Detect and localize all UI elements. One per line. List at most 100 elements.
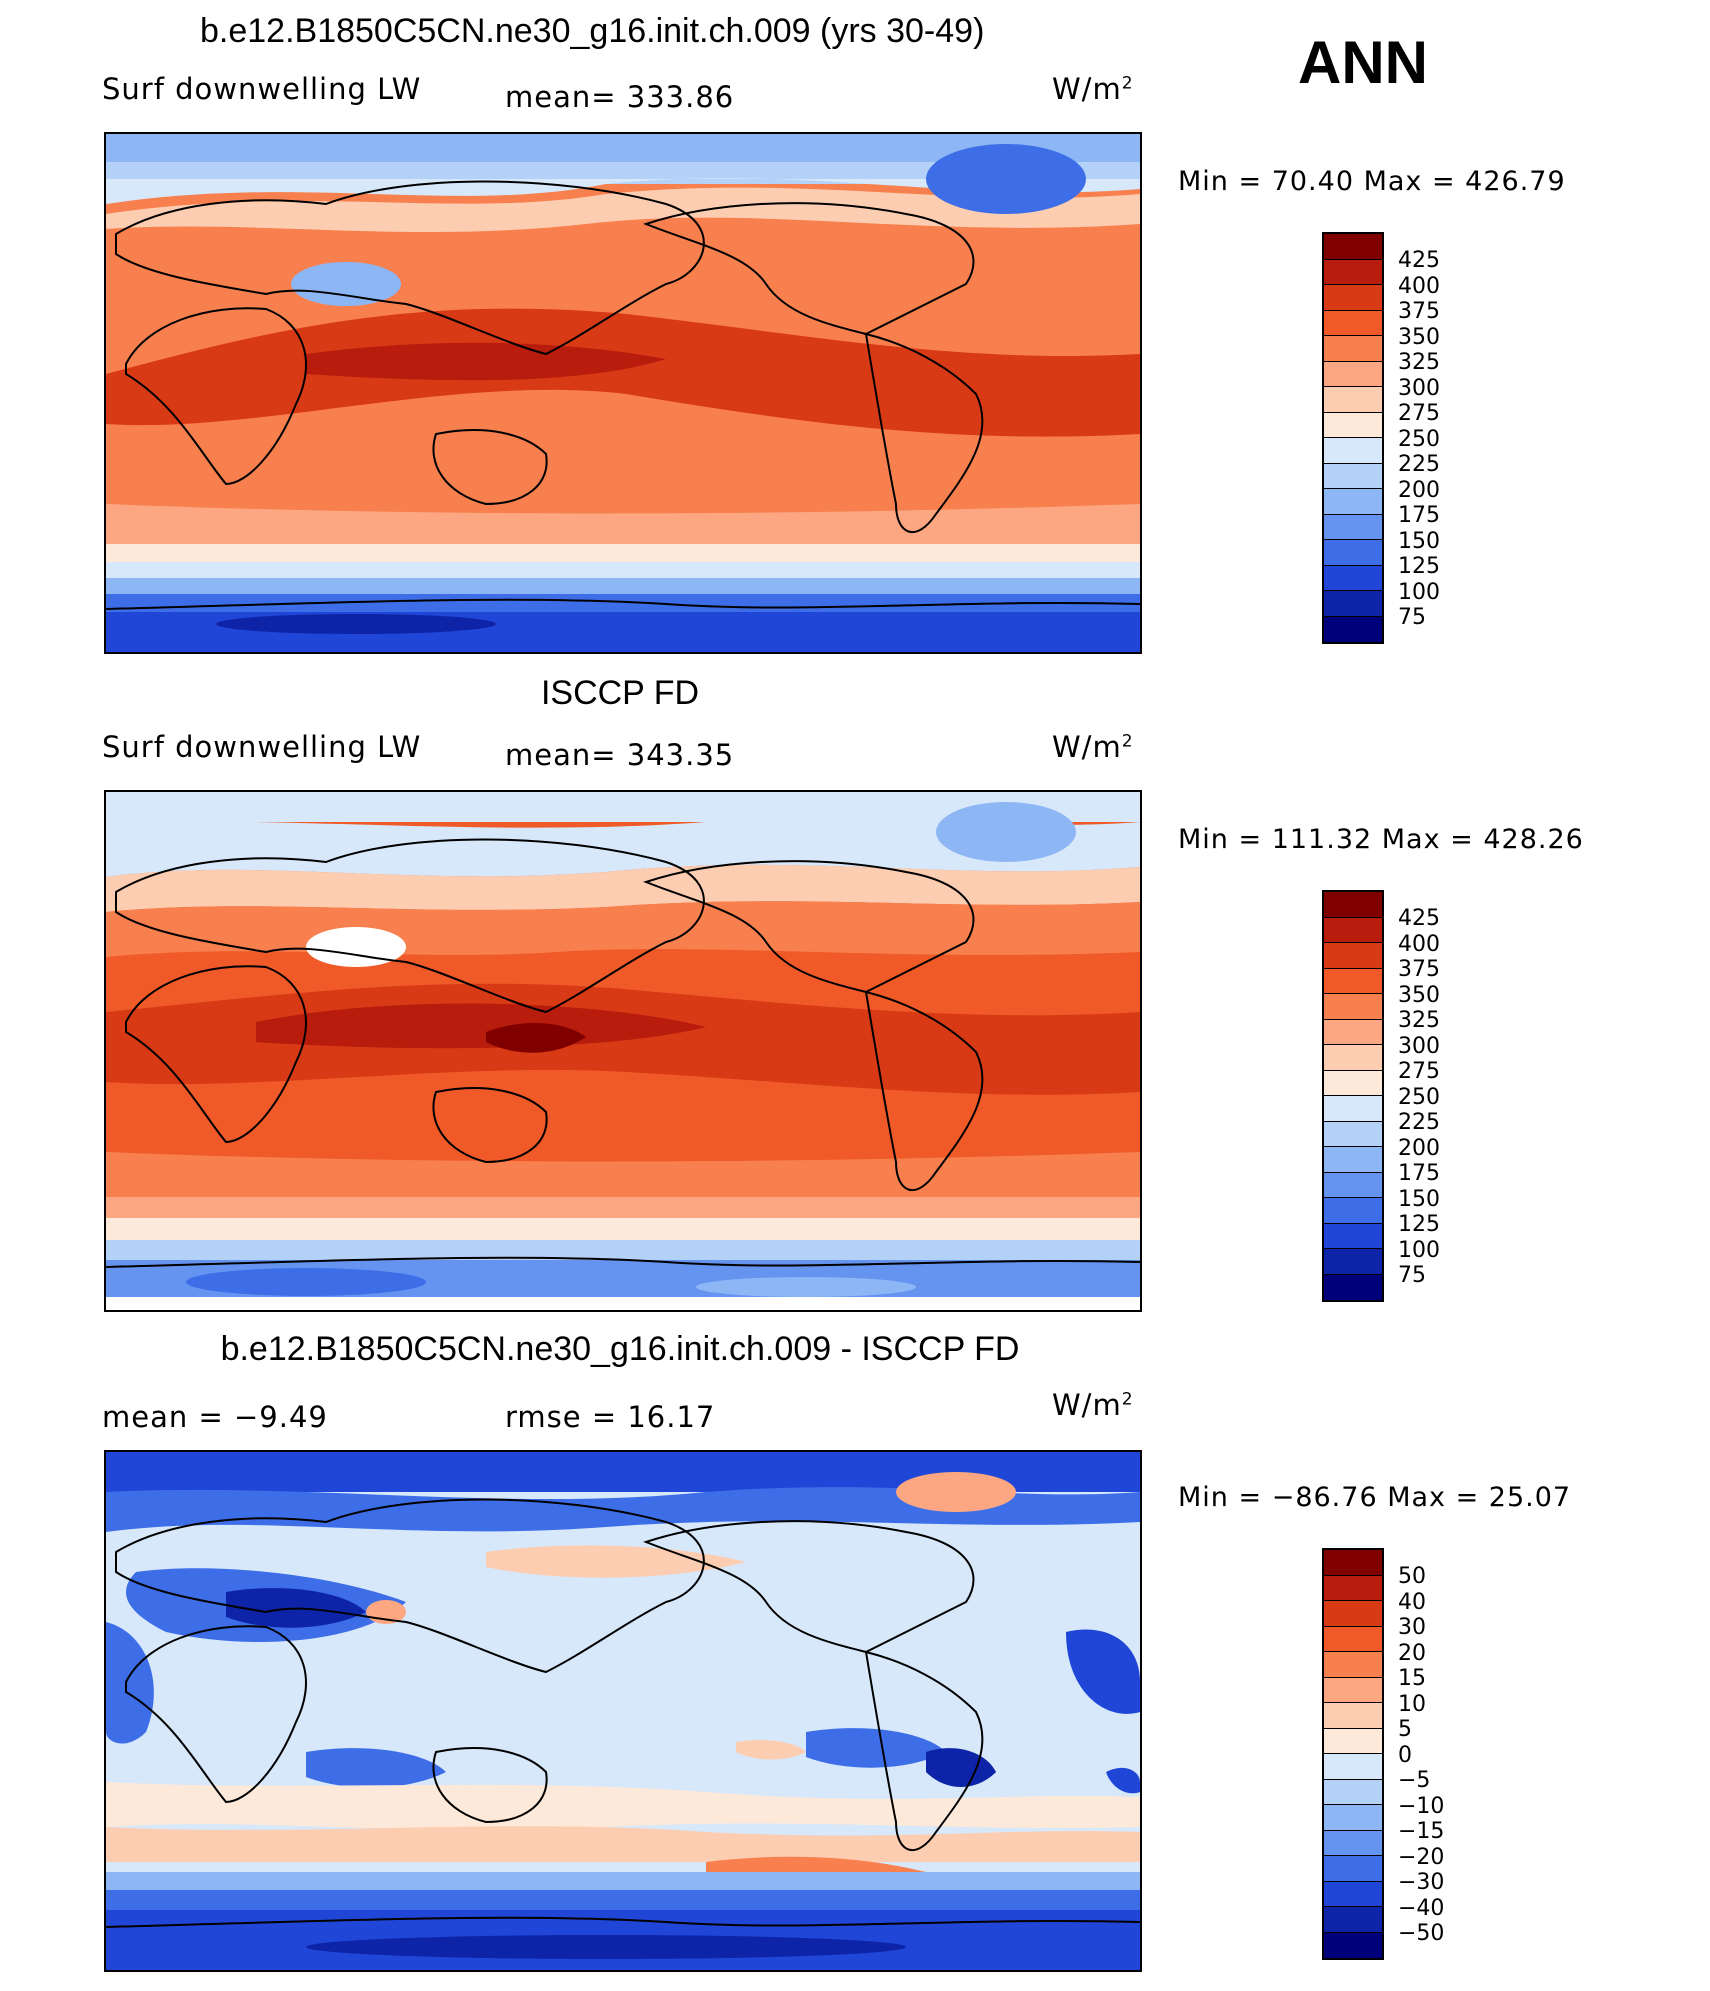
- colorbar-level-label: 175: [1398, 1161, 1440, 1186]
- colorbar-swatch: [1324, 1754, 1382, 1780]
- panel-3-map: [104, 1450, 1142, 1972]
- panel-3-units: W/m2: [1052, 1388, 1134, 1422]
- colorbar-level-label: 350: [1398, 324, 1440, 350]
- colorbar-level-label: 100: [1398, 1237, 1440, 1263]
- colorbar-level-label: 375: [1398, 957, 1440, 982]
- colorbar-swatch: [1324, 1601, 1382, 1627]
- colorbar-level-label: 400: [1398, 273, 1440, 299]
- colorbar-swatch: [1324, 1121, 1382, 1147]
- colorbar-level-label: 40: [1398, 1589, 1426, 1615]
- panel-1-colorbar: [1322, 232, 1384, 644]
- panel-2-colorbar: [1322, 890, 1384, 1302]
- colorbar-swatch: [1324, 1805, 1382, 1831]
- colorbar-level-label: 325: [1398, 350, 1440, 375]
- panel-1-variable-label: Surf downwelling LW: [102, 72, 422, 106]
- panel-2-map: [104, 790, 1142, 1312]
- colorbar-swatch: [1324, 361, 1382, 387]
- colorbar-swatch: [1324, 892, 1382, 918]
- colorbar-level-label: 10: [1398, 1691, 1426, 1717]
- colorbar-level-label: 75: [1398, 1263, 1426, 1288]
- colorbar-swatch: [1324, 1881, 1382, 1907]
- colorbar-swatch: [1324, 387, 1382, 413]
- colorbar-level-label: −40: [1398, 1895, 1445, 1921]
- colorbar-swatch: [1324, 463, 1382, 489]
- panel-3-minmax: Min = −86.76 Max = 25.07: [1178, 1482, 1572, 1513]
- colorbar-level-label: 375: [1398, 299, 1440, 324]
- colorbar-level-label: 425: [1398, 906, 1440, 931]
- colorbar-swatch: [1324, 1249, 1382, 1275]
- colorbar-level-label: 225: [1398, 1110, 1440, 1135]
- colorbar-level-label: 100: [1398, 579, 1440, 605]
- colorbar-level-label: 125: [1398, 1212, 1440, 1237]
- colorbar-swatch: [1324, 1045, 1382, 1071]
- colorbar-level-label: 150: [1398, 528, 1440, 554]
- panel-2-minmax: Min = 111.32 Max = 428.26: [1178, 824, 1584, 855]
- colorbar-level-label: −50: [1398, 1921, 1445, 1946]
- colorbar-level-label: −5: [1398, 1768, 1431, 1793]
- colorbar-swatch: [1324, 438, 1382, 464]
- colorbar-swatch: [1324, 1652, 1382, 1678]
- colorbar-swatch: [1324, 1070, 1382, 1096]
- colorbar-swatch: [1324, 412, 1382, 438]
- panel-1-title: b.e12.B1850C5CN.ne30_g16.init.ch.009 (yr…: [200, 12, 985, 50]
- colorbar-swatch: [1324, 616, 1382, 642]
- colorbar-swatch: [1324, 1274, 1382, 1300]
- colorbar-swatch: [1324, 285, 1382, 311]
- colorbar-level-label: −10: [1398, 1793, 1445, 1819]
- colorbar-level-label: 350: [1398, 982, 1440, 1008]
- colorbar-swatch: [1324, 943, 1382, 969]
- panel-1-minmax: Min = 70.40 Max = 426.79: [1178, 166, 1566, 197]
- colorbar-swatch: [1324, 917, 1382, 943]
- colorbar-level-label: 275: [1398, 1059, 1440, 1084]
- colorbar-level-label: 225: [1398, 452, 1440, 477]
- colorbar-swatch: [1324, 336, 1382, 362]
- panel-2-mean-label: mean= 343.35: [505, 738, 735, 772]
- panel-1-mean-label: mean= 333.86: [505, 80, 735, 114]
- colorbar-swatch: [1324, 234, 1382, 260]
- colorbar-level-label: 125: [1398, 554, 1440, 579]
- colorbar-level-label: 275: [1398, 401, 1440, 426]
- colorbar-level-label: 5: [1398, 1717, 1412, 1742]
- colorbar-swatch: [1324, 1830, 1382, 1856]
- colorbar-swatch: [1324, 565, 1382, 591]
- colorbar-level-label: 15: [1398, 1666, 1426, 1691]
- panel-3-map-svg: [106, 1452, 1140, 1970]
- colorbar-swatch: [1324, 1575, 1382, 1601]
- colorbar-swatch: [1324, 1096, 1382, 1122]
- colorbar-swatch: [1324, 1019, 1382, 1045]
- colorbar-level-label: 30: [1398, 1615, 1426, 1640]
- colorbar-swatch: [1324, 591, 1382, 617]
- colorbar-swatch: [1324, 1703, 1382, 1729]
- colorbar-swatch: [1324, 259, 1382, 285]
- colorbar-level-label: 175: [1398, 503, 1440, 528]
- colorbar-level-label: 425: [1398, 248, 1440, 273]
- colorbar-swatch: [1324, 1198, 1382, 1224]
- colorbar-level-label: −15: [1398, 1819, 1445, 1844]
- panel-2-title: ISCCP FD: [540, 674, 700, 712]
- colorbar-swatch: [1324, 1550, 1382, 1576]
- colorbar-level-label: 0: [1398, 1742, 1412, 1768]
- colorbar-swatch: [1324, 514, 1382, 540]
- panel-1-map-svg: [106, 134, 1140, 652]
- colorbar-level-label: −30: [1398, 1870, 1445, 1895]
- colorbar-swatch: [1324, 1223, 1382, 1249]
- colorbar-swatch: [1324, 1779, 1382, 1805]
- panel-1-map: [104, 132, 1142, 654]
- panel-2-units: W/m2: [1052, 730, 1134, 764]
- season-label: ANN: [1298, 29, 1428, 96]
- panel-3-rmse-label: rmse = 16.17: [505, 1400, 716, 1434]
- panel-1-units: W/m2: [1052, 72, 1134, 106]
- colorbar-swatch: [1324, 994, 1382, 1020]
- colorbar-swatch: [1324, 1172, 1382, 1198]
- colorbar-swatch: [1324, 489, 1382, 515]
- colorbar-level-label: 250: [1398, 426, 1440, 452]
- panel-2-variable-label: Surf downwelling LW: [102, 730, 422, 764]
- panel-3-colorbar: [1322, 1548, 1384, 1960]
- colorbar-swatch: [1324, 1856, 1382, 1882]
- colorbar-swatch: [1324, 1907, 1382, 1933]
- colorbar-swatch: [1324, 310, 1382, 336]
- colorbar-level-label: 250: [1398, 1084, 1440, 1110]
- colorbar-level-label: 325: [1398, 1008, 1440, 1033]
- colorbar-swatch: [1324, 1626, 1382, 1652]
- colorbar-level-label: 200: [1398, 1135, 1440, 1161]
